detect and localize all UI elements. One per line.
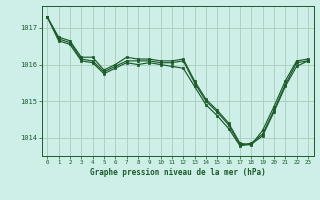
X-axis label: Graphe pression niveau de la mer (hPa): Graphe pression niveau de la mer (hPa) [90,168,266,177]
